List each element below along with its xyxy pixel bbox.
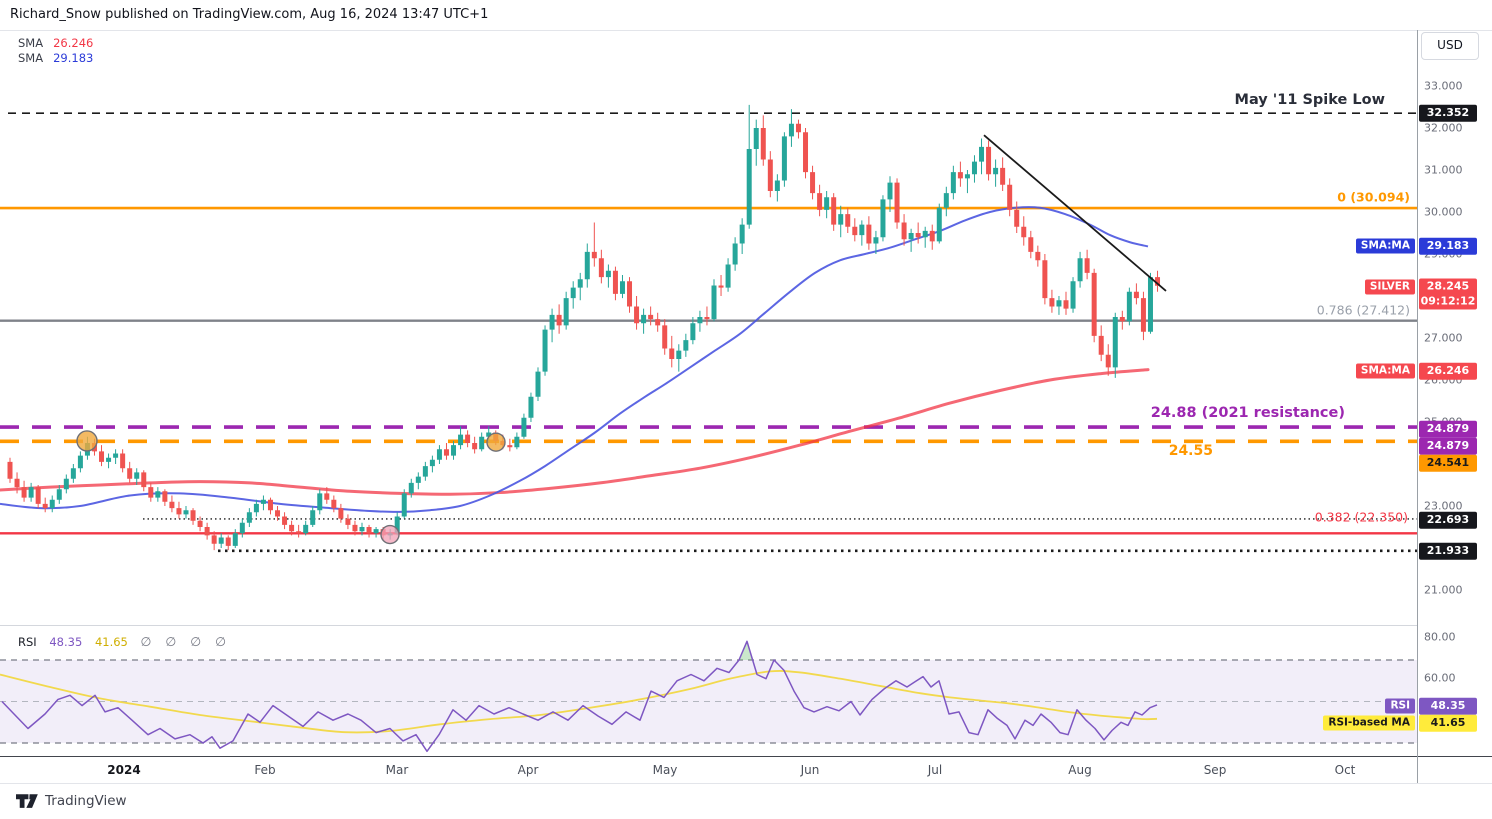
price-badge-24.879: 24.879: [1419, 437, 1477, 455]
marker-circle-2[interactable]: [486, 432, 506, 452]
price-axis-label-27: 27.000: [1424, 331, 1463, 345]
attribution-text: TradingView: [45, 793, 127, 809]
price-tag-SILVER: SILVER: [1364, 279, 1415, 295]
sma-slow-line[interactable]: [0, 206, 1149, 513]
sma-fast-legend-row[interactable]: SMA 26.246: [18, 36, 93, 51]
price-axis-label-31: 31.000: [1424, 163, 1463, 177]
rsi-value: 48.35: [49, 635, 83, 649]
sma-fast-line[interactable]: [0, 368, 1150, 496]
price-badge-24.879: 24.879: [1419, 420, 1477, 438]
sma-fast-value: 26.246: [53, 36, 94, 50]
price-axis-label-33: 33.000: [1424, 79, 1463, 93]
time-axis-label-2024: 2024: [107, 763, 141, 777]
marker-circle-3[interactable]: [380, 524, 400, 545]
rsi-ma-value: 41.65: [94, 635, 128, 649]
rsi-badge-48.35: 48.35: [1419, 697, 1477, 715]
time-axis-label-Oct: Oct: [1334, 763, 1356, 777]
rsi-overbought-fill: [739, 641, 753, 660]
annotation-2[interactable]: 0.786 (27.412): [1316, 302, 1410, 318]
tradingview-attribution[interactable]: TradingView: [16, 793, 127, 809]
time-axis-label-Sep: Sep: [1203, 763, 1227, 777]
rsi-ma-line[interactable]: [0, 670, 1158, 734]
rsi-line[interactable]: [1, 640, 1158, 753]
price-tag-SMA:MA: SMA:MA: [1355, 238, 1415, 254]
price-axis-label-21: 21.000: [1424, 583, 1463, 597]
published-byline: Richard_Snow published on TradingView.co…: [10, 7, 489, 22]
currency-toggle-button[interactable]: USD: [1421, 32, 1479, 60]
axis-separator: [1417, 30, 1418, 783]
footer-separator: [0, 783, 1492, 784]
time-axis-label-Jun: Jun: [800, 763, 820, 777]
price-badge-24.541: 24.541: [1419, 454, 1477, 472]
pane-separator[interactable]: [0, 625, 1417, 626]
sma-slow-legend-row[interactable]: SMA 29.183: [18, 51, 93, 66]
rsi-tag-RSI-based MA: RSI-based MA: [1323, 715, 1415, 731]
price-badge-29.183: 29.183: [1419, 237, 1477, 255]
annotation-0[interactable]: May '11 Spike Low: [1234, 92, 1385, 108]
time-axis-label-Jul: Jul: [927, 763, 943, 777]
price-badge-26.246: 26.246: [1419, 362, 1477, 380]
sma-slow-value: 29.183: [53, 50, 94, 65]
rsi-empty-params: ∅ ∅ ∅ ∅: [140, 634, 232, 649]
time-axis-label-Feb: Feb: [254, 763, 276, 777]
rsi-axis-label-60.00: 60.00: [1424, 671, 1456, 685]
tradingview-logo-icon: [16, 794, 38, 808]
price-axis-label-30: 30.000: [1424, 205, 1463, 219]
header-separator: [0, 30, 1492, 31]
price-axis-label-32: 32.000: [1424, 121, 1463, 135]
sma-label: SMA: [18, 50, 44, 65]
time-axis-label-May: May: [652, 763, 678, 777]
rsi-label: RSI: [18, 635, 37, 649]
annotation-4[interactable]: 24.55: [1168, 443, 1213, 459]
time-axis-separator: [0, 756, 1492, 757]
price-badge-22.693: 22.693: [1419, 511, 1477, 529]
marker-circle-1[interactable]: [76, 430, 98, 452]
price-badge-21.933: 21.933: [1419, 542, 1477, 560]
rsi-badge-41.65: 41.65: [1419, 714, 1477, 732]
annotation-3[interactable]: 24.88 (2021 resistance): [1150, 405, 1345, 421]
annotation-5[interactable]: 0.382 (22.350): [1314, 509, 1408, 525]
time-axis-label-Apr: Apr: [517, 763, 539, 777]
sma-label: SMA: [18, 36, 44, 50]
price-tag-SMA:MA: SMA:MA: [1355, 363, 1415, 379]
price-badge-28.245: 28.245 09:12:12: [1419, 278, 1477, 310]
time-axis-label-Aug: Aug: [1068, 763, 1092, 777]
rsi-legend[interactable]: RSI 48.35 41.65 ∅ ∅ ∅ ∅: [18, 634, 240, 649]
price-badge-32.352: 32.352: [1419, 104, 1477, 122]
sma-legend[interactable]: SMA 26.246 SMA 29.183: [18, 36, 93, 65]
time-axis-label-Mar: Mar: [385, 763, 409, 777]
rsi-axis-label-80.00: 80.00: [1424, 630, 1456, 644]
price-axis-label-23: 23.000: [1424, 499, 1463, 513]
rsi-tag-RSI: RSI: [1385, 698, 1415, 714]
annotation-1[interactable]: 0 (30.094): [1337, 189, 1410, 205]
trendline[interactable]: [983, 134, 1167, 292]
